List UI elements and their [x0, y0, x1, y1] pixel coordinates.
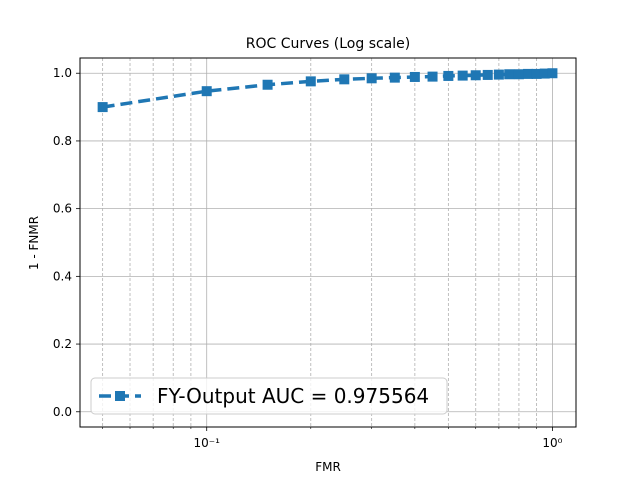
axes-frame — [79, 57, 577, 428]
data-point-marker — [409, 71, 420, 82]
legend-box — [90, 377, 448, 415]
x-tick-label: 10⁰ — [542, 436, 562, 450]
legend-marker-sample — [115, 391, 125, 401]
data-point-marker — [482, 69, 493, 80]
y-tick-label: 0.8 — [53, 134, 72, 148]
legend-entry-label: FY-Output AUC = 0.975564 — [157, 384, 429, 408]
data-point-marker — [470, 70, 481, 81]
chart-title: ROC Curves (Log scale) — [246, 36, 410, 52]
data-point-marker — [457, 70, 468, 81]
y-tick-label: 0.0 — [53, 405, 72, 419]
data-point-marker — [262, 79, 273, 90]
data-point-marker — [547, 68, 558, 79]
axis-ticks: 10⁻¹ 10⁰ 0.0 0.2 0.4 0.6 0.8 1.0 — [53, 66, 563, 450]
data-point-marker — [531, 68, 542, 79]
y-tick-label: 0.6 — [53, 202, 72, 216]
data-point-marker — [389, 72, 400, 83]
series-layer — [97, 68, 558, 113]
y-axis-label: 1 - FNMR — [27, 216, 41, 270]
y-tick-label: 0.4 — [53, 269, 72, 283]
data-point-marker — [201, 86, 212, 97]
data-point-marker — [427, 71, 438, 82]
x-tick-label: 10⁻¹ — [194, 436, 221, 450]
y-tick-label: 0.2 — [53, 337, 72, 351]
data-point-marker — [339, 74, 350, 85]
data-point-marker — [366, 73, 377, 84]
y-tick-label: 1.0 — [53, 66, 72, 80]
legend: FY-Output AUC = 0.975564 — [90, 377, 448, 415]
data-point-marker — [513, 69, 524, 80]
data-point-marker — [493, 69, 504, 80]
x-axis-label: FMR — [315, 460, 341, 474]
data-point-marker — [443, 70, 454, 81]
data-point-marker — [523, 68, 534, 79]
data-point-marker — [504, 69, 515, 80]
data-point-marker — [305, 76, 316, 87]
data-point-marker — [97, 102, 108, 113]
data-point-marker — [539, 68, 550, 79]
